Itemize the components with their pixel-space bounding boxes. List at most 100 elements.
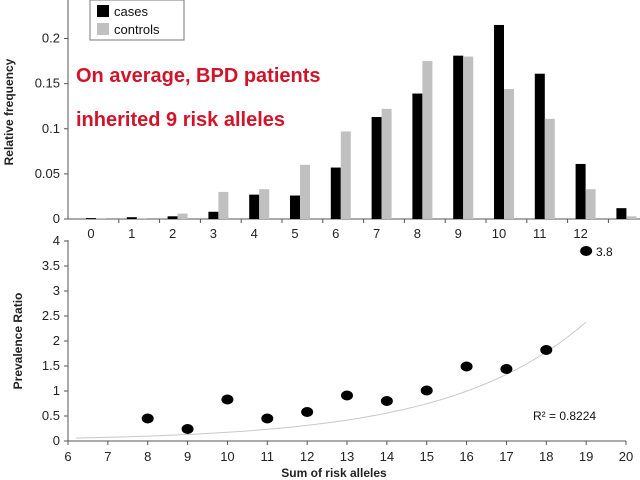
bar-controls-1 [136,218,147,219]
bar-controls-0 [96,218,106,219]
annotation-line-1: On average, BPD patients [76,65,321,87]
scatter-y-tick-label: 4 [53,233,60,248]
scatter-x-tick-label: 6 [64,449,71,464]
scatter-x-axis-label: Sum of risk alleles [281,466,387,480]
scatter-y-tick-label: 1 [53,383,60,398]
scatter-point-8 [141,413,154,424]
bar-y-axis-label: Relative frequency [2,58,16,165]
bar-y-tick-label: 0.15 [35,76,60,91]
bar-x-tick-label: 1 [128,226,135,241]
scatter-chart: 0 0.5 1 1.5 2 2.5 3 3.5 4 6 7 8 9 10 11 12 13 14 15 16 17 18… [11,233,633,480]
legend-swatch-controls [97,23,109,35]
scatter-point-15 [420,385,433,396]
scatter-y-tick-label: 1.5 [42,358,60,373]
scatter-x-tick-label: 12 [300,449,314,464]
bar-cases-11 [534,73,545,219]
bar-x-tick-label: 11 [533,226,547,241]
scatter-x-tick-label: 13 [340,449,354,464]
scatter-x-tick-label: 19 [579,449,593,464]
bar-x-ticks: 0 1 2 3 4 5 6 7 8 9 10 11 12 [87,219,609,241]
bar-controls-8 [422,61,433,219]
bar-controls-4 [259,189,270,219]
bar-chart: 00.050.10.150.2 0 1 2 3 4 5 6 7 8 9 10 11 12 Relativ… [2,0,640,241]
bar-controls-7 [381,108,392,219]
scatter-x-tick-label: 15 [419,449,433,464]
scatter-y-tick-label: 2.5 [42,308,60,323]
bar-controls-9 [463,56,474,219]
bar-controls-6 [340,131,351,219]
bar-x-tick-label: 7 [373,226,380,241]
bar-x-tick-label: 6 [332,226,339,241]
bar-cases-4 [249,194,260,219]
scatter-y-tick-label: 3.5 [42,258,60,273]
bar-cases-3 [208,211,219,219]
bar-y-tick-label: 0.05 [35,166,60,181]
scatter-point-17 [500,364,513,374]
scatter-x-tick-label: 7 [104,449,111,464]
bar-x-tick-label: 9 [455,226,462,241]
bar-cases-8 [412,93,423,219]
bar-cases-5 [290,195,300,219]
bar-x-tick-label: 3 [210,226,217,241]
bar-x-tick-label: 8 [414,226,421,241]
bar-controls-5 [300,164,310,219]
bar-controls-13 [626,216,637,219]
bar-x-tick-label: 10 [492,226,506,241]
trendline [75,321,587,439]
scatter-point-12 [301,407,314,417]
r-squared-label: R² = 0.8224 [533,409,596,423]
bar-cases-9 [453,55,464,220]
scatter-y-ticks: 0 0.5 1 1.5 2 2.5 3 3.5 4 [42,233,68,448]
bar-controls-12 [585,189,596,219]
bar-cases-2 [167,216,178,219]
scatter-point-10 [221,394,234,405]
annotation-line-2: inherited 9 risk alleles [76,109,285,131]
scatter-points [141,246,593,434]
scatter-y-tick-label: 3 [53,283,60,298]
bar-y-tick-label: 0 [53,211,60,226]
scatter-x-ticks: 6 7 8 9 10 11 12 13 14 15 16 17 18 19 20 [64,441,633,464]
bar-cases-6 [330,167,341,219]
bar-x-tick-label: 2 [169,226,176,241]
bar-cases-0 [86,218,96,219]
legend-swatch-cases [97,5,109,17]
bar-controls-2 [177,213,188,219]
bar-cases-1 [126,217,137,219]
scatter-point-9 [181,424,194,434]
bar-controls-11 [544,118,555,219]
scatter-point-14 [380,396,393,406]
bar-x-tick-label: 0 [87,226,94,241]
bar-y-tick-label: 0.1 [42,121,60,136]
legend-label-controls: controls [114,22,160,37]
scatter-x-tick-label: 17 [499,449,513,464]
scatter-x-tick-label: 14 [380,449,394,464]
bar-controls-10 [504,89,514,219]
scatter-x-tick-label: 8 [144,449,151,464]
bar-controls-3 [218,191,229,219]
scatter-x-tick-label: 9 [184,449,191,464]
point-value-label: 3.8 [596,245,613,259]
bar-x-tick-label: 5 [291,226,298,241]
bar-marks [86,24,637,220]
bar-cases-7 [371,117,382,219]
bar-x-tick-label: 4 [251,226,258,241]
scatter-point-13 [341,390,353,401]
scatter-x-tick-label: 11 [261,449,275,464]
scatter-x-tick-label: 20 [619,449,633,464]
scatter-point-11 [261,413,274,424]
scatter-y-tick-label: 0 [53,433,60,448]
bar-legend: cases controls [89,0,185,41]
bar-y-tick-label: 0.2 [42,31,60,46]
bar-cases-10 [494,24,504,220]
legend-label-cases: cases [114,4,148,19]
scatter-x-tick-label: 16 [459,449,473,464]
bar-cases-13 [616,208,627,219]
scatter-point-18 [540,345,553,355]
bar-cases-12 [575,163,586,219]
bar-x-tick-label: 12 [573,226,587,241]
scatter-y-tick-label: 0.5 [42,408,60,423]
bar-y-ticks: 0 0.05 0.1 0.15 0.2 [35,31,68,226]
scatter-y-axis-label: Prevalence Ratio [11,293,25,390]
scatter-point-19 [580,246,593,256]
